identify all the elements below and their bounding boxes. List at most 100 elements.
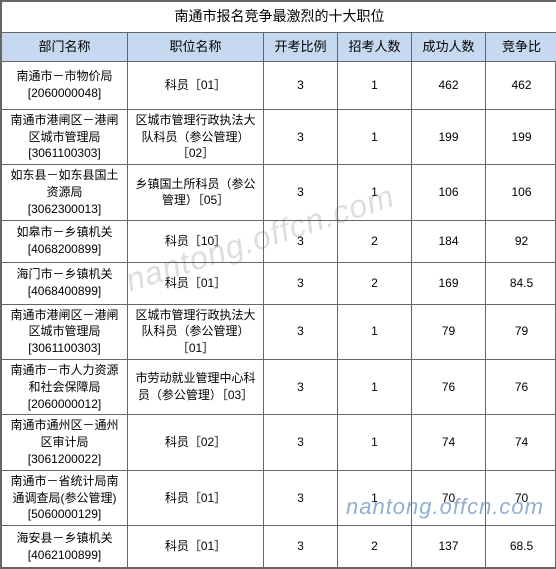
cell-dept: 南通市－市物价局[2060000048] <box>2 61 128 109</box>
cell-dept: 南通市－省统计局南通调查局(参公管理)[5060000129] <box>2 470 128 525</box>
cell-success-num: 462 <box>412 61 486 109</box>
cell-success-num: 74 <box>412 415 486 470</box>
dept-code: [2060000048] <box>5 85 124 102</box>
table-body: 南通市－市物价局[2060000048]科员［01］31462462南通市港闸区… <box>2 61 556 567</box>
cell-dept: 如东县－如东县国土资源局 [3062300013] <box>2 165 128 220</box>
cell-position: 科员［02］ <box>128 415 264 470</box>
dept-code: [4068200899] <box>5 241 124 258</box>
cell-position: 科员［01］ <box>128 262 264 304</box>
cell-dept: 海门市－乡镇机关 [4068400899] <box>2 262 128 304</box>
cell-success-num: 76 <box>412 359 486 414</box>
cell-success-num: 79 <box>412 304 486 359</box>
header-row: 部门名称 职位名称 开考比例 招考人数 成功人数 竞争比 <box>2 32 556 61</box>
dept-name: 南通市－省统计局南通调查局(参公管理) <box>10 474 118 505</box>
cell-exam-ratio: 3 <box>264 109 338 164</box>
table-row: 如东县－如东县国土资源局 [3062300013]乡镇国土所科员（参公管理）［05… <box>2 165 556 220</box>
cell-dept: 南通市港闸区－港闸区城市管理局[3061100303] <box>2 304 128 359</box>
table-row: 南通市港闸区－港闸区城市管理局[3061100303]区城市管理行政执法大队科员… <box>2 304 556 359</box>
cell-success-num: 184 <box>412 220 486 262</box>
cell-compete-ratio: 76 <box>486 359 556 414</box>
cell-recruit-num: 1 <box>338 415 412 470</box>
cell-position: 区城市管理行政执法大队科员（参公管理）［02］ <box>128 109 264 164</box>
cell-compete-ratio: 68.5 <box>486 526 556 568</box>
header-dept: 部门名称 <box>2 32 128 61</box>
table-row: 南通市通州区－通州区审计局[3061200022]科员［02］317474 <box>2 415 556 470</box>
header-success-num: 成功人数 <box>412 32 486 61</box>
cell-position: 市劳动就业管理中心科员（参公管理）［03］ <box>128 359 264 414</box>
cell-position: 科员［01］ <box>128 61 264 109</box>
cell-recruit-num: 1 <box>338 304 412 359</box>
dept-name: 海安县－乡镇机关 <box>16 531 112 545</box>
cell-exam-ratio: 3 <box>264 262 338 304</box>
cell-compete-ratio: 70 <box>486 470 556 525</box>
cell-compete-ratio: 462 <box>486 61 556 109</box>
dept-name: 海门市－乡镇机关 <box>16 267 112 281</box>
cell-recruit-num: 1 <box>338 165 412 220</box>
cell-success-num: 106 <box>412 165 486 220</box>
table-row: 如皋市－乡镇机关 [4068200899]科员［10］3218492 <box>2 220 556 262</box>
cell-exam-ratio: 3 <box>264 526 338 568</box>
cell-dept: 如皋市－乡镇机关 [4068200899] <box>2 220 128 262</box>
cell-compete-ratio: 84.5 <box>486 262 556 304</box>
dept-code: [3061200022] <box>5 451 124 468</box>
table-row: 海门市－乡镇机关 [4068400899]科员［01］3216984.5 <box>2 262 556 304</box>
cell-exam-ratio: 3 <box>264 304 338 359</box>
cell-dept: 南通市－市人力资源和社会保障局 [2060000012] <box>2 359 128 414</box>
header-exam-ratio: 开考比例 <box>264 32 338 61</box>
cell-success-num: 199 <box>412 109 486 164</box>
cell-compete-ratio: 74 <box>486 415 556 470</box>
dept-code: [2060000012] <box>5 396 124 413</box>
table-row: 海安县－乡镇机关 [4062100899]科员［01］3213768.5 <box>2 526 556 568</box>
cell-recruit-num: 1 <box>338 109 412 164</box>
header-recruit-num: 招考人数 <box>338 32 412 61</box>
cell-compete-ratio: 106 <box>486 165 556 220</box>
cell-success-num: 169 <box>412 262 486 304</box>
dept-code: [4068400899] <box>5 283 124 300</box>
cell-success-num: 70 <box>412 470 486 525</box>
cell-position: 科员［01］ <box>128 470 264 525</box>
dept-code: [3062300013] <box>5 201 124 218</box>
dept-name: 如皋市－乡镇机关 <box>16 225 112 239</box>
cell-recruit-num: 2 <box>338 262 412 304</box>
cell-exam-ratio: 3 <box>264 61 338 109</box>
cell-recruit-num: 1 <box>338 359 412 414</box>
cell-dept: 海安县－乡镇机关 [4062100899] <box>2 526 128 568</box>
cell-recruit-num: 1 <box>338 470 412 525</box>
cell-recruit-num: 2 <box>338 526 412 568</box>
cell-position: 乡镇国土所科员（参公管理）［05］ <box>128 165 264 220</box>
cell-dept: 南通市通州区－通州区审计局 [3061200022] <box>2 415 128 470</box>
dept-code: [4062100899] <box>5 547 124 564</box>
cell-position: 科员［01］ <box>128 526 264 568</box>
dept-name: 南通市－市人力资源和社会保障局 <box>10 363 118 394</box>
cell-exam-ratio: 3 <box>264 165 338 220</box>
cell-recruit-num: 1 <box>338 61 412 109</box>
table-row: 南通市－省统计局南通调查局(参公管理)[5060000129]科员［01］317… <box>2 470 556 525</box>
dept-name: 南通市港闸区－港闸区城市管理局 <box>10 113 118 144</box>
table-title: 南通市报名竞争最激烈的十大职位 <box>2 2 556 33</box>
cell-compete-ratio: 199 <box>486 109 556 164</box>
title-row: 南通市报名竞争最激烈的十大职位 <box>2 2 556 33</box>
cell-success-num: 137 <box>412 526 486 568</box>
cell-exam-ratio: 3 <box>264 470 338 525</box>
dept-code: [3061100303] <box>5 145 124 162</box>
competition-table: 南通市报名竞争最激烈的十大职位 部门名称 职位名称 开考比例 招考人数 成功人数… <box>1 1 556 568</box>
cell-dept: 南通市港闸区－港闸区城市管理局[3061100303] <box>2 109 128 164</box>
cell-position: 科员［10］ <box>128 220 264 262</box>
table-row: 南通市－市人力资源和社会保障局 [2060000012]市劳动就业管理中心科员（参… <box>2 359 556 414</box>
cell-position: 区城市管理行政执法大队科员（参公管理）［01］ <box>128 304 264 359</box>
cell-exam-ratio: 3 <box>264 220 338 262</box>
dept-code: [5060000129] <box>5 506 124 523</box>
cell-recruit-num: 2 <box>338 220 412 262</box>
cell-compete-ratio: 79 <box>486 304 556 359</box>
header-compete-ratio: 竞争比 <box>486 32 556 61</box>
cell-compete-ratio: 92 <box>486 220 556 262</box>
dept-name: 南通市港闸区－港闸区城市管理局 <box>10 308 118 339</box>
cell-exam-ratio: 3 <box>264 359 338 414</box>
table-container: 南通市报名竞争最激烈的十大职位 部门名称 职位名称 开考比例 招考人数 成功人数… <box>0 0 556 569</box>
dept-code: [3061100303] <box>5 340 124 357</box>
dept-name: 如东县－如东县国土资源局 <box>10 168 118 199</box>
cell-exam-ratio: 3 <box>264 415 338 470</box>
table-row: 南通市港闸区－港闸区城市管理局[3061100303]区城市管理行政执法大队科员… <box>2 109 556 164</box>
header-position: 职位名称 <box>128 32 264 61</box>
dept-name: 南通市通州区－通州区审计局 <box>10 418 118 449</box>
